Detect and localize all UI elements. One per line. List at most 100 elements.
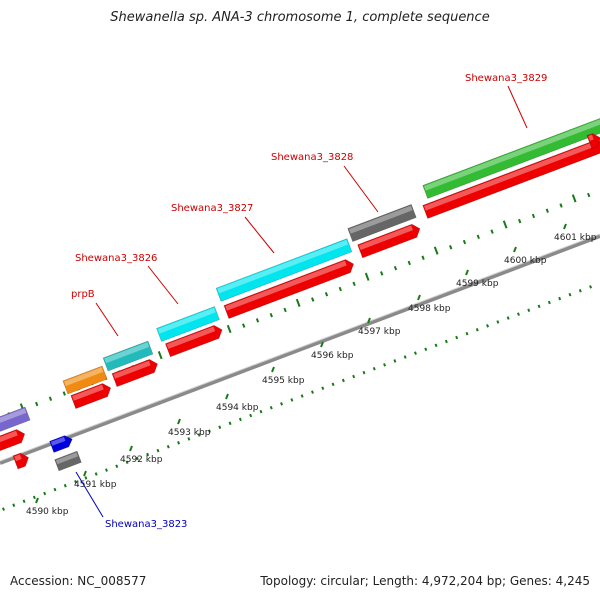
inner-tick-mark [146,452,150,457]
outer-tick-mark [269,312,273,318]
outer-tick-mark [421,255,425,260]
outer-tick-mark [433,246,439,255]
backbone-highlight [0,233,600,462]
gene-feature-highlight [217,239,349,294]
outer-tick-mark [62,391,66,396]
outer-tick-mark [462,239,467,245]
gene-feature-highlight [349,205,413,234]
gene-feature [347,204,417,242]
inner-tick-mark [63,483,67,488]
inner-tick-mark [12,503,16,507]
inner-tick-mark [300,394,304,398]
cds-feature [111,359,158,388]
cds-feature [0,429,26,456]
inner-tick-mark [465,331,469,336]
kbp-label: 4593 kbp [168,428,211,438]
inner-tick-mark [43,491,47,496]
cds-feature-highlight [225,260,347,311]
label-leader-line [75,471,104,518]
inner-tick-mark [290,398,294,402]
label-leader-line [147,265,179,305]
gene-label: prpB [71,289,95,300]
major-tick-mark [563,223,567,230]
kbp-label: 4590 kbp [26,507,69,517]
inner-tick-mark [527,308,531,313]
kbp-label: 4601 kbp [554,233,597,243]
major-tick-mark [177,418,181,425]
inner-tick-mark [517,312,520,316]
outer-tick-mark [490,229,494,234]
inner-tick-mark [496,320,500,324]
inner-tick-mark [74,480,78,484]
minus-strand-feature [49,435,73,453]
summary-text: Topology: circular; Length: 4,972,204 bp… [260,574,590,588]
inner-tick-mark [105,468,108,472]
kbp-label: 4596 kbp [311,351,354,361]
label-leader-line [95,302,119,337]
outer-tick-mark [518,218,522,224]
cds-feature-highlight [424,140,598,211]
cds-feature-highlight [0,430,18,447]
gene-feature [422,117,600,199]
inner-tick-mark [156,448,160,453]
inner-tick-mark [537,304,541,309]
outer-tick-mark [311,297,315,302]
gene-feature-highlight [424,118,600,191]
backbone-line [0,234,600,465]
inner-tick-mark [589,285,593,289]
outer-tick-mark [324,292,329,297]
kbp-label: 4597 kbp [358,327,401,337]
cds-feature [12,452,29,470]
major-tick-mark [367,317,371,324]
gene-feature [215,238,353,302]
inner-tick-mark [311,390,314,394]
inner-tick-mark [321,386,325,390]
outer-tick-mark [48,396,53,401]
outer-tick-mark [338,286,342,292]
inner-tick-mark [362,370,366,375]
outer-tick-mark [35,401,39,407]
outer-tick-mark [157,350,163,360]
kbp-label: 4594 kbp [216,403,259,413]
inner-tick-mark [187,437,191,441]
inner-tick-mark [558,296,562,301]
gene-label: Shewana3_3823 [105,519,187,530]
gene-feature-highlight [104,342,150,364]
inner-tick-mark [125,460,129,465]
inner-tick-mark [94,472,98,476]
outer-tick-mark [502,220,508,229]
gene-label: Shewana3_3826 [75,253,157,264]
inner-tick-mark [444,339,448,344]
inner-tick-mark [547,300,551,305]
major-tick-mark [417,294,421,301]
inner-tick-mark [238,417,242,422]
cds-feature-highlight [113,360,151,379]
inner-tick-mark [568,292,572,297]
label-leader-line [244,216,275,254]
label-leader-line [507,85,528,129]
minus-strand-feature-highlight [50,436,66,446]
gene-label: Shewana3_3829 [465,73,547,84]
major-tick-mark [83,470,87,477]
outer-tick-mark [545,208,549,213]
outer-tick-mark [364,272,370,281]
inner-tick-mark [578,289,582,293]
cds-feature [70,383,112,410]
major-tick-mark [225,393,229,400]
cds-feature [223,259,354,319]
inner-tick-mark [506,316,510,320]
gene-label: Shewana3_3827 [171,203,253,214]
outer-tick-mark [295,298,301,307]
cds-feature [422,139,600,219]
major-tick-mark [320,341,324,348]
inner-tick-mark [331,382,335,387]
inner-tick-mark [280,402,284,406]
kbp-label: 4600 kbp [504,256,547,266]
outer-tick-mark [380,271,384,276]
major-tick-mark [271,366,275,373]
kbp-label: 4595 kbp [262,376,305,386]
inner-tick-mark [434,343,438,348]
major-tick-mark [35,497,39,504]
outer-tick-mark [476,234,480,240]
inner-tick-mark [249,413,253,418]
